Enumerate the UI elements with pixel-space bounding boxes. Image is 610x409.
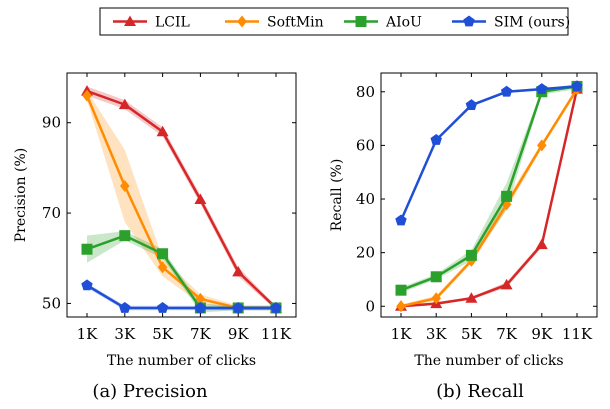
data-point bbox=[270, 301, 282, 313]
series-lcil bbox=[395, 83, 583, 311]
x-tick-label: 3K bbox=[426, 325, 448, 343]
data-point bbox=[120, 179, 130, 192]
y-tick-label: 40 bbox=[356, 190, 375, 208]
legend-item-lcil: LCIL bbox=[113, 15, 190, 31]
x-tick-label: 1K bbox=[391, 325, 413, 343]
data-point bbox=[465, 249, 477, 261]
data-point bbox=[156, 125, 169, 137]
series-line bbox=[400, 88, 579, 308]
band-softmin bbox=[401, 86, 577, 308]
band-lcil bbox=[401, 86, 577, 308]
data-point bbox=[465, 99, 478, 111]
y-tick-label: 20 bbox=[356, 244, 375, 262]
recall-panel: 0 20 40 60 80 1K 3K 5K 7K 9K 11K The number of clic… bbox=[329, 72, 598, 402]
series-line bbox=[400, 85, 578, 292]
data-point bbox=[194, 301, 207, 313]
data-point bbox=[157, 248, 169, 260]
data-point bbox=[395, 214, 407, 226]
x-tick-label: 11K bbox=[261, 325, 292, 343]
data-point bbox=[431, 292, 441, 305]
y-tick-label: 50 bbox=[42, 294, 61, 312]
band-softmin bbox=[87, 91, 276, 311]
band-aiou bbox=[401, 83, 577, 293]
x-tick-label: 9K bbox=[531, 325, 553, 343]
data-point bbox=[118, 98, 131, 110]
legend-marker bbox=[463, 15, 475, 27]
x-tick-label: 11K bbox=[562, 325, 593, 343]
data-point bbox=[465, 292, 478, 303]
x-axis-label: The number of clicks bbox=[107, 353, 256, 369]
legend-label: SoftMin bbox=[267, 15, 324, 31]
data-point bbox=[119, 301, 131, 313]
legend-box bbox=[99, 7, 569, 36]
data-point bbox=[232, 265, 245, 277]
series-lcil bbox=[81, 85, 282, 313]
legend-label: SIM (ours) bbox=[494, 15, 570, 31]
series-line bbox=[86, 89, 277, 309]
legend-marker bbox=[355, 16, 367, 27]
legend-marker bbox=[124, 15, 136, 26]
legend-item-aiou: AIoU bbox=[344, 15, 422, 31]
data-point bbox=[119, 230, 131, 242]
y-tick-label: 90 bbox=[42, 114, 61, 132]
subfigure-caption: (a) Precision bbox=[92, 381, 208, 402]
legend-item-sim-ours: SIM (ours) bbox=[452, 15, 570, 31]
series-sim-ours bbox=[395, 80, 583, 226]
precision-panel: 50 70 90 1K 3K 5K 7K 9K 11K The number of clicks P… bbox=[13, 72, 297, 402]
series-line bbox=[86, 284, 276, 310]
legend: LCIL SoftMin AIoU SIM (ours) bbox=[99, 7, 570, 36]
data-point bbox=[194, 193, 207, 205]
data-point bbox=[571, 80, 583, 92]
x-tick-label: 3K bbox=[114, 325, 136, 343]
subfigure-caption: (b) Recall bbox=[436, 381, 524, 402]
series-line bbox=[86, 234, 276, 310]
series-line bbox=[399, 85, 578, 221]
y-tick-label: 80 bbox=[356, 83, 375, 101]
data-point bbox=[81, 279, 93, 291]
y-tick-label: 0 bbox=[365, 297, 375, 315]
band-aiou bbox=[87, 231, 276, 313]
data-point bbox=[156, 301, 169, 313]
series-line bbox=[85, 95, 276, 310]
legend-marker bbox=[237, 15, 247, 28]
data-point bbox=[500, 85, 513, 97]
series-sim-ours bbox=[81, 279, 282, 313]
data-point bbox=[81, 243, 93, 255]
y-axis-label: Recall (%) bbox=[329, 159, 345, 232]
data-point bbox=[396, 300, 406, 313]
series-line bbox=[400, 88, 579, 308]
data-point bbox=[500, 278, 513, 290]
data-point bbox=[232, 301, 244, 313]
x-tick-label: 7K bbox=[496, 325, 518, 343]
legend-label: AIoU bbox=[385, 15, 422, 31]
x-axis-label: The number of clicks bbox=[414, 353, 563, 369]
data-point bbox=[157, 261, 168, 274]
data-point bbox=[537, 139, 547, 152]
series-softmin bbox=[396, 83, 582, 313]
x-tick-label: 5K bbox=[461, 325, 483, 343]
legend-item-softmin: SoftMin bbox=[225, 15, 324, 31]
plot-frame bbox=[380, 72, 598, 318]
x-tick-label: 9K bbox=[228, 325, 250, 343]
data-point bbox=[82, 89, 92, 102]
legend-label: LCIL bbox=[155, 15, 190, 31]
data-point bbox=[536, 83, 548, 94]
data-point bbox=[395, 284, 407, 296]
y-axis-label: Precision (%) bbox=[13, 148, 29, 243]
data-point bbox=[535, 238, 548, 250]
data-point bbox=[195, 292, 206, 305]
data-point bbox=[430, 271, 442, 283]
x-tick-label: 1K bbox=[77, 325, 99, 343]
plot-frame bbox=[66, 72, 297, 318]
data-point bbox=[430, 134, 442, 145]
y-tick-label: 60 bbox=[356, 136, 375, 154]
x-tick-label: 5K bbox=[152, 325, 174, 343]
y-tick-label: 70 bbox=[42, 204, 61, 222]
data-point bbox=[501, 190, 513, 202]
x-tick-label: 7K bbox=[190, 325, 212, 343]
